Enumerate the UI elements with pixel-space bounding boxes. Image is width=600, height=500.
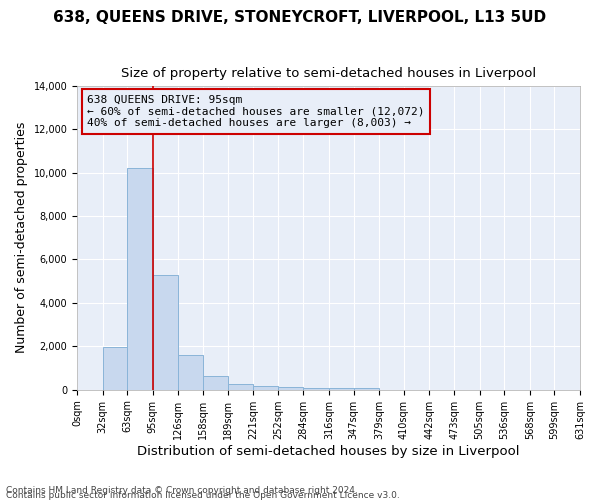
Bar — [228, 384, 253, 390]
Bar — [127, 168, 153, 390]
Text: Contains HM Land Registry data © Crown copyright and database right 2024.: Contains HM Land Registry data © Crown c… — [6, 486, 358, 495]
Y-axis label: Number of semi-detached properties: Number of semi-detached properties — [15, 122, 28, 354]
Bar — [178, 356, 203, 390]
Text: 638 QUEENS DRIVE: 95sqm
← 60% of semi-detached houses are smaller (12,072)
40% o: 638 QUEENS DRIVE: 95sqm ← 60% of semi-de… — [87, 95, 425, 128]
Bar — [253, 386, 278, 390]
Bar — [153, 275, 178, 390]
X-axis label: Distribution of semi-detached houses by size in Liverpool: Distribution of semi-detached houses by … — [137, 444, 520, 458]
Title: Size of property relative to semi-detached houses in Liverpool: Size of property relative to semi-detach… — [121, 68, 536, 80]
Bar — [278, 387, 304, 390]
Bar — [304, 388, 329, 390]
Bar — [353, 388, 379, 390]
Bar — [203, 376, 228, 390]
Text: Contains public sector information licensed under the Open Government Licence v3: Contains public sector information licen… — [6, 490, 400, 500]
Text: 638, QUEENS DRIVE, STONEYCROFT, LIVERPOOL, L13 5UD: 638, QUEENS DRIVE, STONEYCROFT, LIVERPOO… — [53, 10, 547, 25]
Bar — [329, 388, 353, 390]
Bar — [103, 346, 127, 390]
